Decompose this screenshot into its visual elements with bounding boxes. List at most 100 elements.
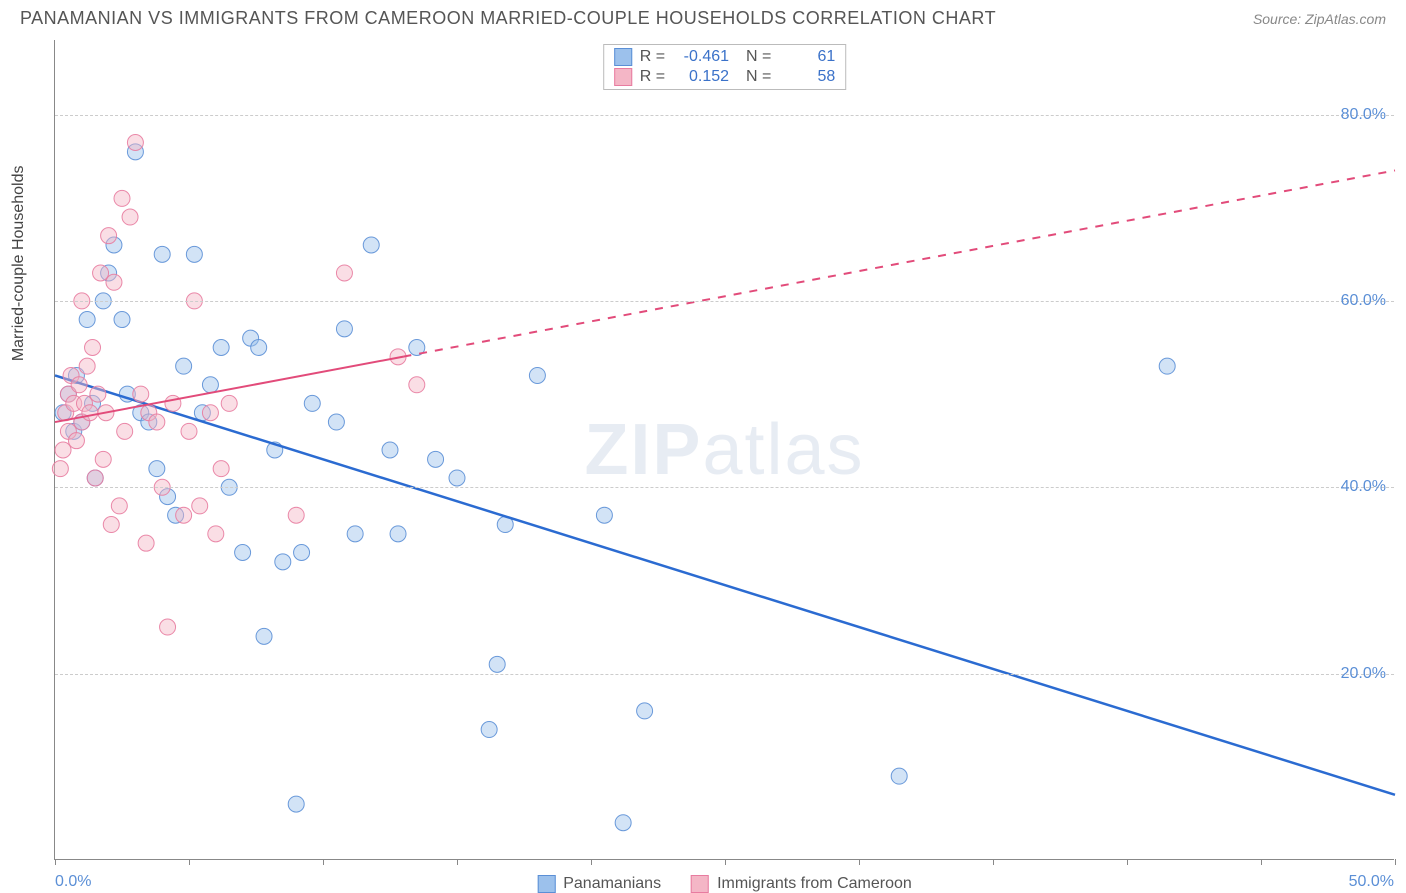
scatter-point — [68, 433, 84, 449]
legend-item: Immigrants from Cameroon — [691, 875, 912, 893]
series-swatch — [614, 48, 632, 66]
scatter-point — [213, 461, 229, 477]
scatter-point — [93, 265, 109, 281]
x-tick — [591, 859, 592, 865]
scatter-point — [288, 796, 304, 812]
scatter-point — [637, 703, 653, 719]
series-swatch — [614, 68, 632, 86]
stat-n-label: N = — [737, 68, 771, 86]
scatter-point — [213, 340, 229, 356]
scatter-point — [160, 619, 176, 635]
scatter-point — [390, 526, 406, 542]
scatter-point — [82, 405, 98, 421]
legend-label: Immigrants from Cameroon — [717, 875, 912, 893]
scatter-point — [304, 395, 320, 411]
scatter-point — [95, 451, 111, 467]
scatter-point — [103, 517, 119, 533]
scatter-point — [328, 414, 344, 430]
scatter-point — [336, 321, 352, 337]
scatter-point — [192, 498, 208, 514]
scatter-point — [55, 442, 71, 458]
stat-n-value: 61 — [779, 48, 835, 66]
x-tick — [189, 859, 190, 865]
scatter-point — [101, 228, 117, 244]
scatter-point — [202, 405, 218, 421]
scatter-point — [251, 340, 267, 356]
scatter-point — [489, 656, 505, 672]
x-tick — [993, 859, 994, 865]
x-tick — [323, 859, 324, 865]
scatter-point — [114, 312, 130, 328]
scatter-point — [186, 246, 202, 262]
scatter-point — [149, 414, 165, 430]
x-tick — [1395, 859, 1396, 865]
scatter-point — [111, 498, 127, 514]
scatter-point — [336, 265, 352, 281]
scatter-point — [79, 312, 95, 328]
scatter-point — [87, 470, 103, 486]
scatter-point — [149, 461, 165, 477]
scatter-svg — [55, 40, 1394, 859]
scatter-point — [133, 386, 149, 402]
scatter-point — [347, 526, 363, 542]
scatter-point — [71, 377, 87, 393]
y-tick-label: 40.0% — [1341, 478, 1386, 496]
x-tick — [457, 859, 458, 865]
scatter-point — [221, 395, 237, 411]
scatter-point — [85, 340, 101, 356]
x-tick — [859, 859, 860, 865]
x-tick-label: 50.0% — [1349, 873, 1394, 891]
y-axis-title: Married-couple Households — [10, 165, 28, 361]
stats-row: R = 0.152 N = 58 — [604, 67, 846, 87]
scatter-point — [891, 768, 907, 784]
legend-swatch — [691, 875, 709, 893]
stat-n-value: 58 — [779, 68, 835, 86]
legend-label: Panamanians — [563, 875, 661, 893]
chart-header: PANAMANIAN VS IMMIGRANTS FROM CAMEROON M… — [0, 0, 1406, 33]
gridline-h — [55, 674, 1394, 675]
scatter-point — [114, 190, 130, 206]
scatter-point — [256, 628, 272, 644]
gridline-h — [55, 115, 1394, 116]
stat-r-label: R = — [640, 68, 665, 86]
scatter-point — [52, 461, 68, 477]
stat-r-value: 0.152 — [673, 68, 729, 86]
scatter-point — [90, 386, 106, 402]
scatter-point — [615, 815, 631, 831]
scatter-point — [208, 526, 224, 542]
trend-line-dashed — [403, 170, 1395, 356]
legend-swatch — [537, 875, 555, 893]
scatter-point — [428, 451, 444, 467]
legend-item: Panamanians — [537, 875, 661, 893]
scatter-point — [363, 237, 379, 253]
chart-title: PANAMANIAN VS IMMIGRANTS FROM CAMEROON M… — [20, 8, 996, 29]
y-tick-label: 20.0% — [1341, 665, 1386, 683]
scatter-point — [138, 535, 154, 551]
scatter-point — [275, 554, 291, 570]
stat-r-label: R = — [640, 48, 665, 66]
stat-r-value: -0.461 — [673, 48, 729, 66]
x-tick — [1261, 859, 1262, 865]
scatter-point — [294, 545, 310, 561]
scatter-point — [165, 395, 181, 411]
scatter-point — [176, 507, 192, 523]
gridline-h — [55, 487, 1394, 488]
scatter-point — [409, 377, 425, 393]
trend-line-solid — [55, 375, 1395, 794]
x-tick — [55, 859, 56, 865]
y-tick-label: 60.0% — [1341, 292, 1386, 310]
scatter-point — [176, 358, 192, 374]
scatter-point — [596, 507, 612, 523]
scatter-point — [122, 209, 138, 225]
scatter-point — [106, 274, 122, 290]
scatter-point — [202, 377, 218, 393]
scatter-point — [382, 442, 398, 458]
legend-bottom: Panamanians Immigrants from Cameroon — [537, 875, 912, 893]
scatter-point — [288, 507, 304, 523]
scatter-point — [79, 358, 95, 374]
gridline-h — [55, 301, 1394, 302]
stats-row: R = -0.461 N = 61 — [604, 47, 846, 67]
scatter-point — [127, 135, 143, 151]
stat-n-label: N = — [737, 48, 771, 66]
trend-line-solid — [55, 357, 403, 422]
